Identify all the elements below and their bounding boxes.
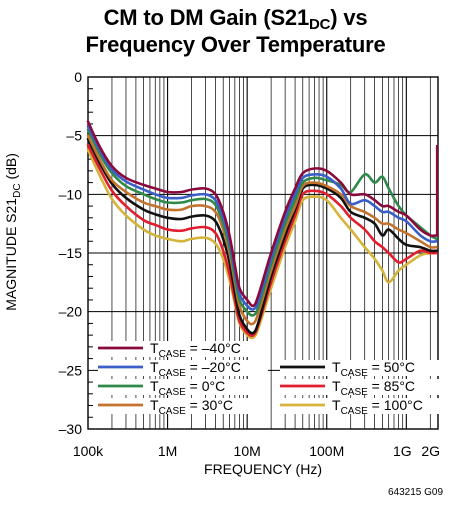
y-tick-label-2: –10 <box>59 186 83 202</box>
y-tick-label-4: –20 <box>59 304 83 320</box>
legend-bg-6 <box>280 398 450 414</box>
title-line1: CM to DM Gain (S21 <box>103 5 310 30</box>
legend-label-sub: CASE <box>159 387 187 398</box>
legend-label-main: T <box>332 397 341 413</box>
legend-label-sub: CASE <box>341 387 369 398</box>
legend-label-tail: = 50°C <box>368 359 415 375</box>
legend-label-main: T <box>150 378 159 394</box>
plot-frame <box>87 76 439 430</box>
chart-title: CM to DM Gain (S21DC) vs Frequency Over … <box>0 4 471 58</box>
series-line-4 <box>86 137 438 335</box>
legend-label-tail: = 30°C <box>186 397 233 413</box>
y-tick-label-5: –25 <box>59 362 83 378</box>
legend-bg-4 <box>280 360 450 376</box>
legend-bg-2 <box>98 379 268 395</box>
legend-label-5: TCASE = 85°C <box>332 378 415 398</box>
legend-label-0: TCASE = –40°C <box>150 340 241 360</box>
legend-label-main: T <box>150 397 159 413</box>
legend-label-sub: CASE <box>159 368 187 379</box>
legend-label-tail: = –20°C <box>186 359 241 375</box>
legend-label-main: T <box>150 359 159 375</box>
x-axis-label: FREQUENCY (Hz) <box>204 461 322 477</box>
legend-label-1: TCASE = –20°C <box>150 359 241 379</box>
x-tick-label-5: 2G <box>421 443 440 459</box>
legend-label-2: TCASE = 0°C <box>150 378 225 398</box>
series-line-3 <box>86 134 438 326</box>
legend-label-sub: CASE <box>159 406 187 417</box>
legend-label-6: TCASE = 100°C <box>332 397 423 417</box>
figure-id: 643215 G09 <box>388 487 444 498</box>
legend-label-3: TCASE = 30°C <box>150 397 233 417</box>
x-tick-label-4: 1G <box>393 443 412 459</box>
legend-bg-3 <box>98 398 268 414</box>
legend-label-tail: = 85°C <box>368 378 415 394</box>
x-tick-label-1: 1M <box>158 443 177 459</box>
legend-label-main: T <box>332 378 341 394</box>
legend-label-sub: CASE <box>341 406 369 417</box>
y-tick-label-0: 0 <box>74 69 82 85</box>
legend-label-sub: CASE <box>341 368 369 379</box>
title-line1-end: ) vs <box>330 5 368 30</box>
legend-bg-0 <box>98 341 268 357</box>
legend-label-main: T <box>150 340 159 356</box>
legend-bg-1 <box>98 360 268 376</box>
legend-label-tail: = 100°C <box>368 397 423 413</box>
legend-label-main: T <box>332 359 341 375</box>
legend-label-tail: = –40°C <box>186 340 241 356</box>
legend-label-sub: CASE <box>159 349 187 360</box>
legend-bg-5 <box>280 379 450 395</box>
series-line-2 <box>86 128 438 317</box>
x-tick-label-0: 100k <box>73 443 104 459</box>
legend-label-4: TCASE = 50°C <box>332 359 415 379</box>
x-tick-label-3: 100M <box>309 443 344 459</box>
grid <box>88 76 438 430</box>
y-tick-label-6: –30 <box>59 421 83 437</box>
y-tick-label-3: –15 <box>59 245 83 261</box>
series-line-1 <box>86 125 438 311</box>
legend-label-tail: = 0°C <box>186 378 225 394</box>
x-tick-label-2: 10M <box>234 443 261 459</box>
series-line-0 <box>86 120 438 308</box>
title-line2: Frequency Over Temperature <box>85 32 386 57</box>
y-tick-label-1: –5 <box>66 128 82 144</box>
series-line-6 <box>86 148 438 340</box>
title-subscript: DC <box>309 16 331 33</box>
